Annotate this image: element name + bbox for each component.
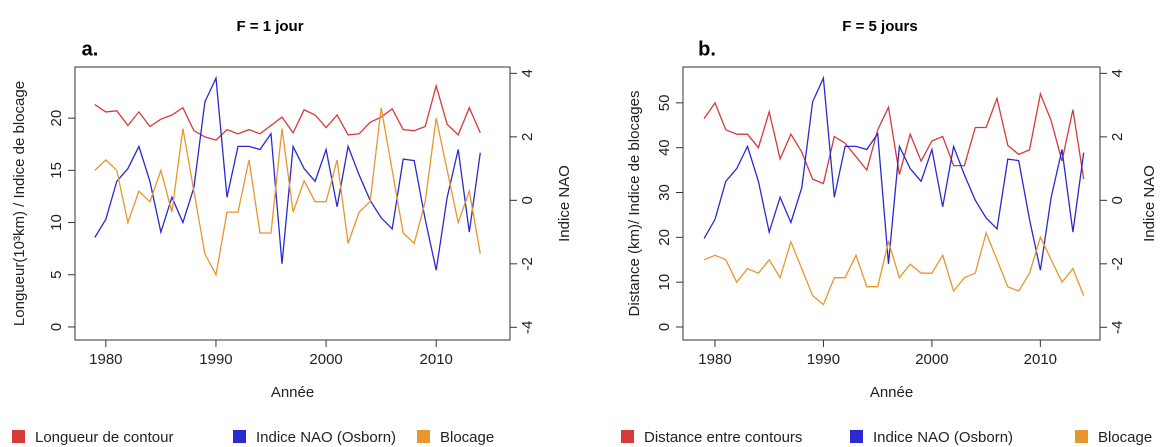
y-tick-label: 15: [48, 162, 65, 179]
y2-tick-label: 4: [1109, 69, 1126, 77]
legend-swatch: [233, 430, 246, 443]
y2-tick-label: 0: [519, 196, 536, 204]
x-tick-label: 2010: [420, 351, 453, 368]
legend-label: Indice NAO (Osborn): [256, 429, 396, 446]
y2-tick-label: 0: [1109, 196, 1126, 204]
y-tick-label: 5: [48, 271, 65, 279]
legend-label: Blocage: [1098, 429, 1152, 446]
plot-frame: [682, 66, 1101, 341]
series-line: [94, 107, 481, 277]
y-tick-label: 10: [48, 214, 65, 231]
y-tick-label: 40: [656, 139, 673, 156]
y2-axis-title: Indice NAO: [1141, 165, 1158, 242]
panel-label: a.: [82, 38, 99, 60]
y-tick-label: 50: [656, 95, 673, 112]
y-axis-title: Distance (km)/ Indice de blocages: [626, 91, 643, 317]
y2-tick-label: -2: [519, 257, 536, 270]
panel-label: b.: [698, 38, 716, 60]
y2-tick-label: 2: [1109, 133, 1126, 141]
plot-frame: [74, 66, 511, 341]
x-axis-title: Année: [271, 384, 314, 401]
chart-title: F = 1 jour: [236, 18, 303, 35]
legend-swatch: [1075, 430, 1088, 443]
x-tick-label: 1990: [199, 351, 232, 368]
legend-label: Distance entre contours: [644, 429, 802, 446]
y2-tick-label: -2: [1109, 257, 1126, 270]
x-tick-label: 2010: [1024, 351, 1057, 368]
x-tick-label: 1980: [698, 351, 731, 368]
legend-swatch: [12, 430, 25, 443]
y2-tick-label: -4: [519, 321, 536, 334]
y-tick-label: 10: [656, 274, 673, 291]
x-tick-label: 2000: [309, 351, 342, 368]
series-line: [703, 91, 1085, 185]
series-line: [703, 230, 1085, 306]
x-tick-label: 1990: [807, 351, 840, 368]
series-line: [94, 83, 481, 141]
y2-axis-title: Indice NAO: [556, 165, 573, 242]
legend-swatch: [621, 430, 634, 443]
y-tick-label: 0: [48, 323, 65, 331]
legend-label: Longueur de contour: [35, 429, 173, 446]
series-line: [703, 75, 1085, 271]
legend-swatch: [417, 430, 430, 443]
y2-tick-label: -4: [1109, 321, 1126, 334]
chart-title: F = 5 jours: [842, 18, 917, 35]
y-tick-label: 20: [48, 110, 65, 127]
series-line: [94, 75, 481, 271]
y-tick-label: 30: [656, 184, 673, 201]
y2-tick-label: 2: [519, 133, 536, 141]
y-tick-label: 20: [656, 229, 673, 246]
legend-swatch: [850, 430, 863, 443]
legend-label: Indice NAO (Osborn): [873, 429, 1013, 446]
y-tick-label: 0: [656, 323, 673, 331]
x-tick-label: 2000: [915, 351, 948, 368]
x-axis-title: Année: [870, 384, 913, 401]
y2-tick-label: 4: [519, 69, 536, 77]
y-axis-title: Longueur(10³km) / Indice de blocage: [11, 81, 28, 326]
legend-label: Blocage: [440, 429, 494, 446]
x-tick-label: 1980: [89, 351, 122, 368]
